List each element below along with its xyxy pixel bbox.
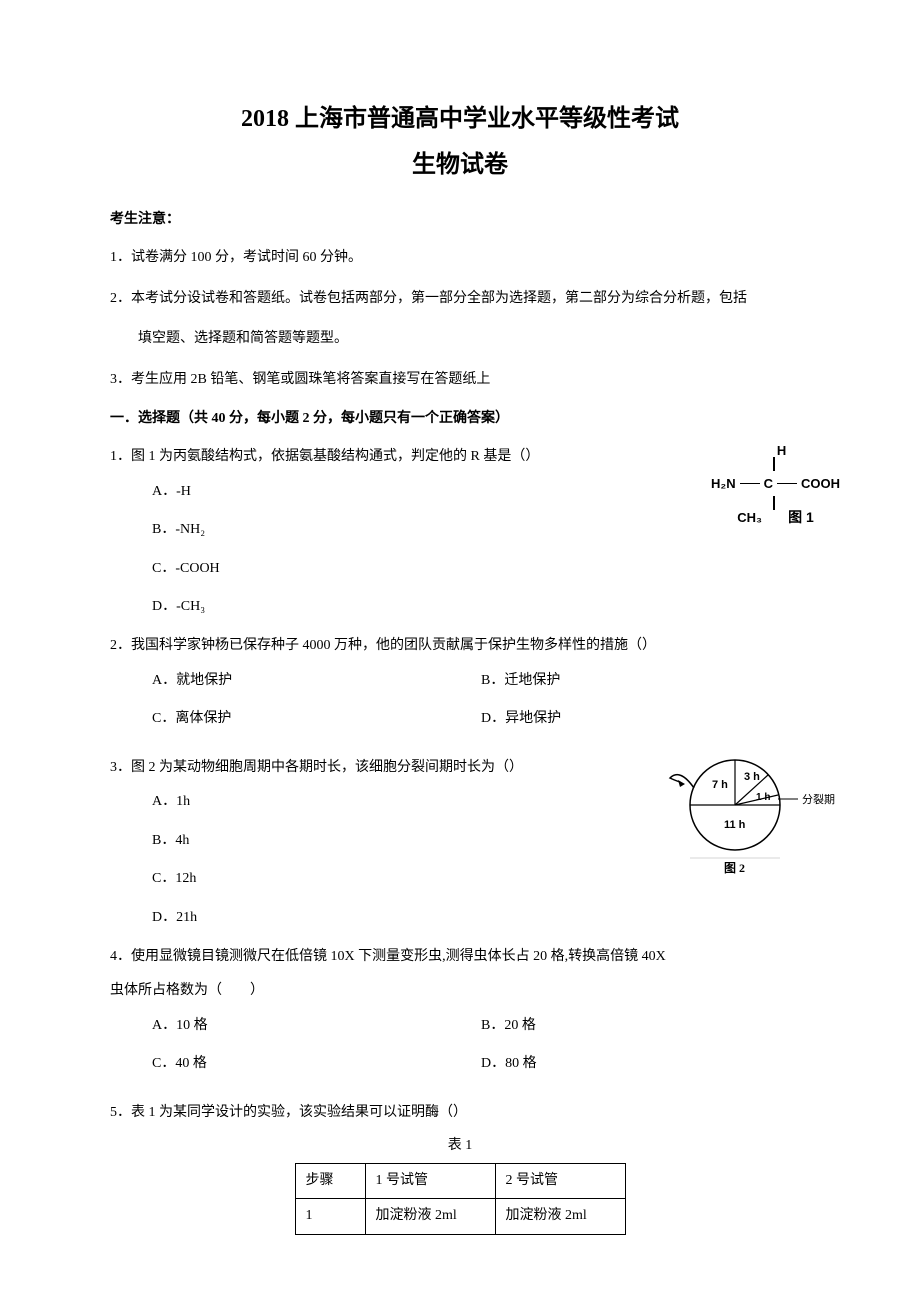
q1-option-d: D．-CH₃ [152,594,810,621]
fig1-label: 图 1 [788,510,814,524]
table-cell: 加淀粉液 2ml [495,1199,625,1234]
svg-text:11 h: 11 h [724,819,746,831]
table-header-1: 1 号试管 [365,1164,495,1199]
notice-item-2a: 2．本考试分设试卷和答题纸。试卷包括两部分，第一部分全部为选择题，第二部分为综合… [110,286,810,313]
q1-text: 1．图 1 为丙氨酸结构式，依据氨基酸结构通式，判定他的 R 基是（） [110,444,810,471]
chem-bottom: CH₃ [737,511,762,524]
q1-option-c: C．-COOH [152,556,810,583]
document-subtitle: 生物试卷 [110,146,810,184]
table-1-caption: 表 1 [110,1135,810,1157]
table-cell: 加淀粉液 2ml [365,1199,495,1234]
q2-option-c: C．离体保护 [152,706,481,733]
cell-cycle-diagram-icon: 7 h 3 h 1 h 11 h 分裂期 图 2 [650,750,840,880]
notice-item-2b: 填空题、选择题和简答题等题型。 [110,326,810,353]
q5-text: 5．表 1 为某同学设计的实验，该实验结果可以证明酶（） [110,1100,810,1127]
q2-option-a: A．就地保护 [152,668,481,695]
table-header-2: 2 号试管 [495,1164,625,1199]
q4-option-c: C．40 格 [152,1051,481,1078]
q2-option-d: D．异地保护 [481,706,810,733]
notice-item-3: 3．考生应用 2B 铅笔、钢笔或圆珠笔将答案直接写在答题纸上 [110,367,810,394]
chem-top: H [723,444,840,457]
notice-header: 考生注意： [110,209,810,231]
q4-option-d: D．80 格 [481,1051,810,1078]
q2-option-b: B．迁地保护 [481,668,810,695]
chem-left: H₂N [711,477,736,490]
table-1: 步骤 1 号试管 2 号试管 1 加淀粉液 2ml 加淀粉液 2ml [295,1163,626,1235]
section-1-header: 一．选择题（共 40 分，每小题 2 分，每小题只有一个正确答案） [110,408,810,430]
svg-text:7 h: 7 h [712,779,728,791]
q3-option-d: D．21h [152,905,810,932]
question-2: 2．我国科学家钟杨已保存种子 4000 万种，他的团队贡献属于保护生物多样性的措… [110,633,810,745]
document-title: 2018 上海市普通高中学业水平等级性考试 [110,100,810,138]
q4-option-b: B．20 格 [481,1013,810,1040]
table-row: 步骤 1 号试管 2 号试管 [295,1164,625,1199]
figure-2: 7 h 3 h 1 h 11 h 分裂期 图 2 [650,750,840,880]
svg-text:1 h: 1 h [756,792,770,803]
question-1: 1．图 1 为丙氨酸结构式，依据氨基酸结构通式，判定他的 R 基是（） H H₂… [110,444,810,621]
table-header-0: 步骤 [295,1164,365,1199]
q4-option-a: A．10 格 [152,1013,481,1040]
chem-center: C [764,477,773,490]
table-row: 1 加淀粉液 2ml 加淀粉液 2ml [295,1199,625,1234]
q2-text: 2．我国科学家钟杨已保存种子 4000 万种，他的团队贡献属于保护生物多样性的措… [110,633,810,660]
question-4: 4．使用显微镜目镜测微尺在低倍镜 10X 下测量变形虫,测得虫体长占 20 格,… [110,944,810,1090]
q4-text: 4．使用显微镜目镜测微尺在低倍镜 10X 下测量变形虫,测得虫体长占 20 格,… [110,944,810,971]
question-5: 5．表 1 为某同学设计的实验，该实验结果可以证明酶（） 表 1 步骤 1 号试… [110,1100,810,1235]
svg-text:图 2: 图 2 [724,861,745,875]
notice-item-1: 1．试卷满分 100 分，考试时间 60 分钟。 [110,245,810,272]
svg-text:分裂期: 分裂期 [802,793,835,806]
q4-text2: 虫体所占格数为（ ） [110,978,810,1005]
table-cell: 1 [295,1199,365,1234]
figure-1: H H₂N C COOH CH₃ 图 1 [711,444,840,524]
chem-structure-icon: H H₂N C COOH CH₃ 图 1 [711,444,840,524]
chem-right: COOH [801,477,840,490]
svg-text:3 h: 3 h [744,771,760,783]
question-3: 3．图 2 为某动物细胞周期中各期时长，该细胞分裂间期时长为（） 7 h 3 h… [110,755,810,932]
